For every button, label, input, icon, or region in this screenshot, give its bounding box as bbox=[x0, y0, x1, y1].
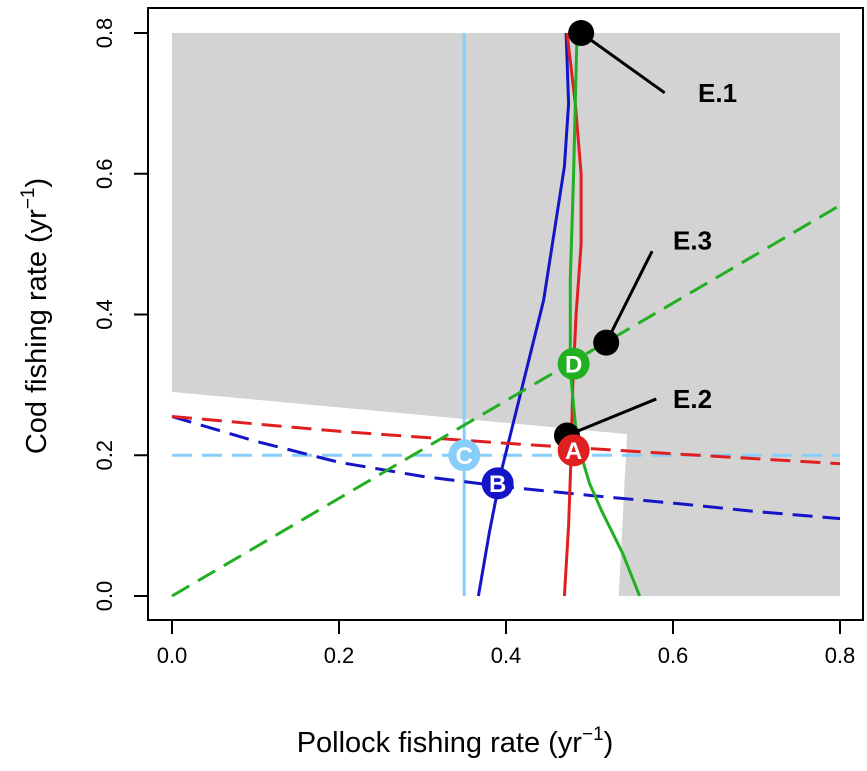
plot-area: E.1 E.2 E.3 A BC D bbox=[171, 20, 841, 598]
point-label-a: A bbox=[565, 438, 582, 465]
series-line-6 bbox=[171, 415, 841, 466]
equilibrium-marker-e-3 bbox=[593, 329, 620, 356]
point-marker-c bbox=[448, 439, 481, 472]
point-label-c: C bbox=[456, 443, 473, 470]
x-tick-label-4: 0.8 bbox=[825, 643, 856, 668]
point-marker-b bbox=[481, 467, 514, 500]
x-tick-label-0: 0.0 bbox=[157, 643, 188, 668]
series-line-8 bbox=[171, 204, 841, 598]
equilibrium-leader-e-3 bbox=[604, 250, 654, 344]
x-tick-label-1: 0.2 bbox=[324, 643, 355, 668]
y-tick-label-4: 0.8 bbox=[92, 18, 117, 49]
y-axis-title: Cod fishing rate (yr−1) bbox=[18, 178, 53, 454]
y-tick-label-2: 0.4 bbox=[92, 299, 117, 330]
point-marker-a bbox=[557, 434, 590, 467]
equilibrium-leader-e-2 bbox=[566, 397, 657, 437]
point-label-d: D bbox=[565, 351, 582, 378]
series-line-3 bbox=[476, 32, 571, 597]
series-line-5 bbox=[562, 32, 583, 597]
x-axis-title-base: Pollock fishing rate (yr bbox=[297, 727, 583, 759]
equilibrium-label-e-3: E.3 bbox=[673, 226, 712, 256]
x-tick-label-3: 0.6 bbox=[658, 643, 689, 668]
axes: 0.0 0.2 0.4 0.6 0.8 0.0 0.2 0.4 0.6 0.8 bbox=[92, 18, 855, 668]
y-tick-label-1: 0.2 bbox=[92, 440, 117, 471]
equilibrium-marker-e-1 bbox=[568, 20, 595, 46]
y-tick-label-3: 0.6 bbox=[92, 158, 117, 189]
point-label-b: B bbox=[489, 471, 506, 498]
equilibrium-label-e-1: E.1 bbox=[698, 78, 737, 108]
x-axis-title: Pollock fishing rate (yr−1) bbox=[297, 724, 614, 759]
y-axis-title-sup: −1 bbox=[18, 188, 39, 210]
equilibrium-leader-e-1 bbox=[580, 31, 666, 95]
shaded-region bbox=[172, 33, 840, 596]
x-axis-title-sup: −1 bbox=[582, 724, 604, 745]
equilibrium-label-e-2: E.2 bbox=[673, 384, 712, 414]
point-marker-d bbox=[557, 347, 590, 380]
y-tick-label-0: 0.0 bbox=[92, 581, 117, 612]
y-axis-title-base: Cod fishing rate (yr bbox=[21, 209, 53, 454]
y-axis-title-close: ) bbox=[21, 178, 53, 188]
x-axis-title-close: ) bbox=[604, 727, 614, 759]
x-tick-label-2: 0.4 bbox=[491, 643, 522, 668]
